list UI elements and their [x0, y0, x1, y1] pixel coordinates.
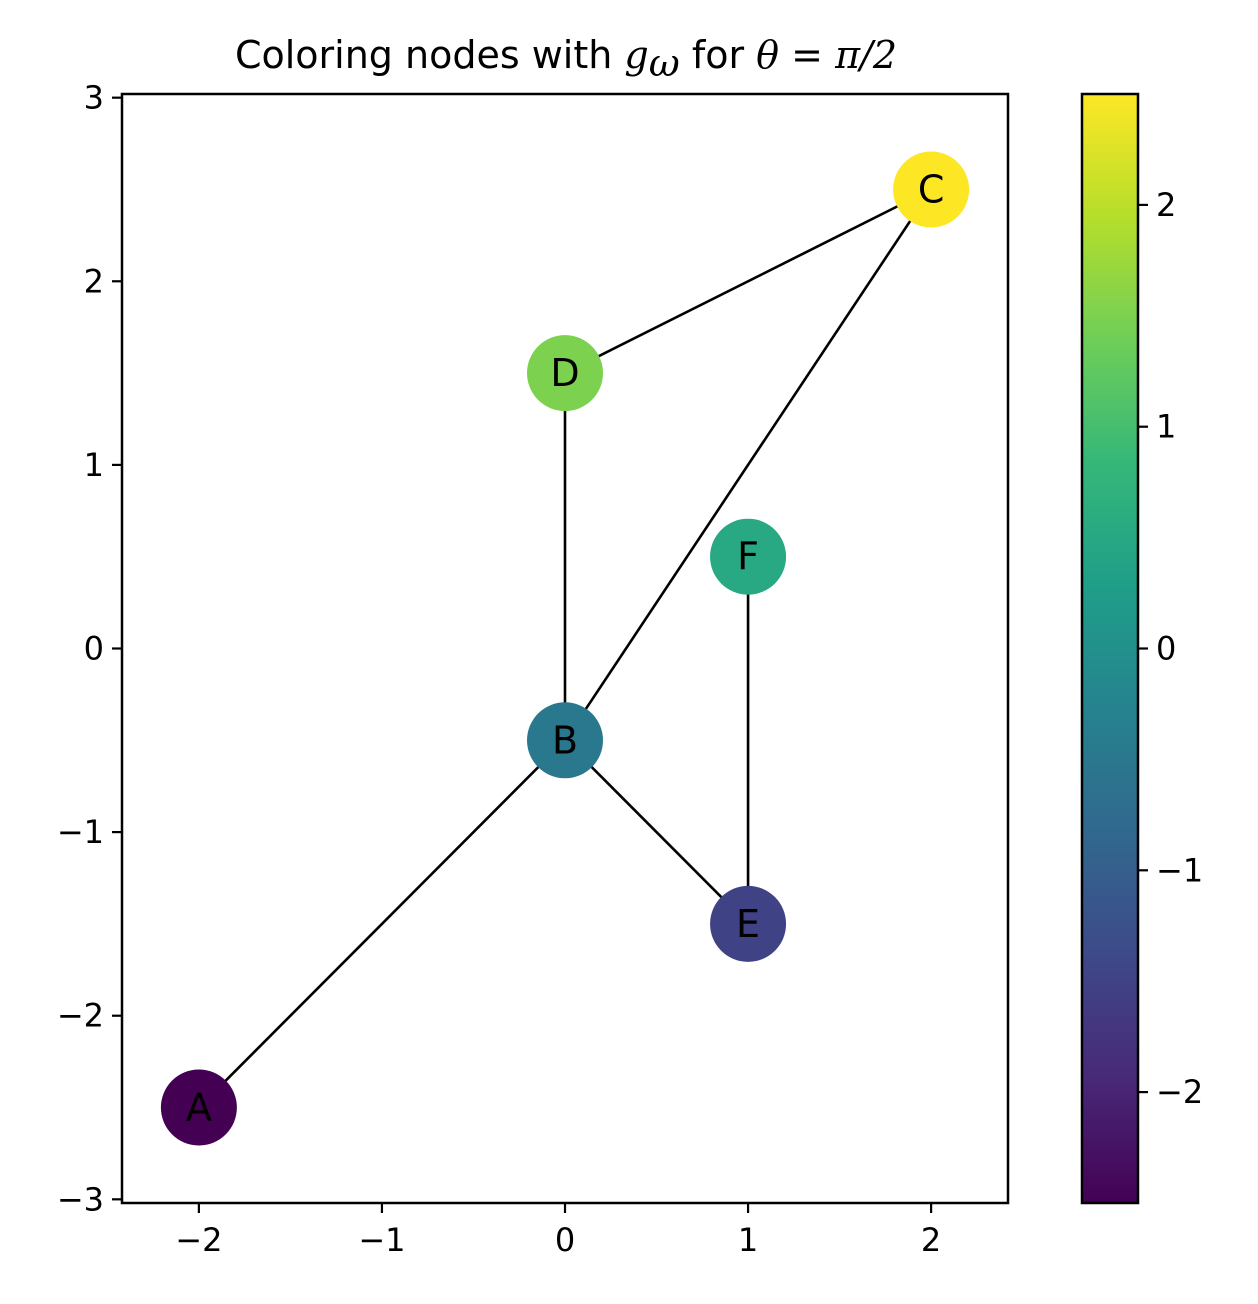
y-tick-label: −2: [57, 997, 104, 1035]
y-tick-label: 0: [84, 630, 104, 668]
y-tick-label: 2: [84, 262, 104, 300]
colorbar-axis: −2 −1 0 1 2: [1138, 186, 1203, 1111]
colorbar-tick-label: 2: [1156, 186, 1176, 224]
title-prefix: Coloring nodes with: [235, 33, 624, 77]
graph-nodes: A B C D E F: [160, 151, 970, 1146]
node-label-F: F: [737, 535, 759, 579]
node-F: [710, 518, 787, 595]
edge-B-C: [563, 188, 933, 742]
colorbar-tick-label: 1: [1156, 408, 1176, 446]
title-func-sub: ω: [649, 41, 680, 85]
title-param: θ: [756, 33, 779, 77]
x-tick-label: −2: [175, 1221, 222, 1259]
colorbar-tick-label: −1: [1156, 851, 1203, 889]
x-tick-label: 0: [555, 1221, 575, 1259]
y-tick-label: 1: [84, 446, 104, 484]
y-tick-label: −1: [57, 813, 104, 851]
node-label-B: B: [552, 718, 578, 762]
x-tick-label: 1: [738, 1221, 758, 1259]
colorbar-tick-label: −2: [1156, 1073, 1203, 1111]
colorbar: [1080, 92, 1140, 1205]
node-D: [527, 335, 603, 412]
title-value: π/2: [834, 33, 897, 77]
node-E: [710, 885, 787, 962]
node-label-E: E: [736, 902, 760, 946]
title-equals: =: [779, 33, 835, 77]
title-func: g: [624, 33, 648, 77]
node-label-C: C: [918, 167, 945, 211]
chart-title: Coloring nodes with gω for θ = π/2: [235, 33, 897, 85]
node-label-A: A: [186, 1086, 212, 1130]
x-tick-label: 2: [921, 1221, 941, 1259]
x-tick-label: −1: [358, 1221, 405, 1259]
title-middle: for: [680, 33, 756, 77]
x-axis: −2 −1 0 1 2: [175, 1203, 941, 1259]
edge-C-D: [564, 188, 932, 375]
colorbar-tick-label: 0: [1156, 630, 1176, 668]
graph-edges: [197, 188, 933, 1109]
edge-A-B: [197, 739, 566, 1109]
node-B: [527, 702, 603, 779]
y-tick-label: 3: [84, 79, 104, 117]
edge-B-E: [564, 739, 749, 925]
node-A: [160, 1069, 237, 1146]
node-C: [893, 151, 970, 228]
y-axis: −3 −2 −1 0 1 2 3: [57, 79, 122, 1218]
node-label-D: D: [550, 351, 579, 395]
y-tick-label: −3: [57, 1180, 104, 1218]
